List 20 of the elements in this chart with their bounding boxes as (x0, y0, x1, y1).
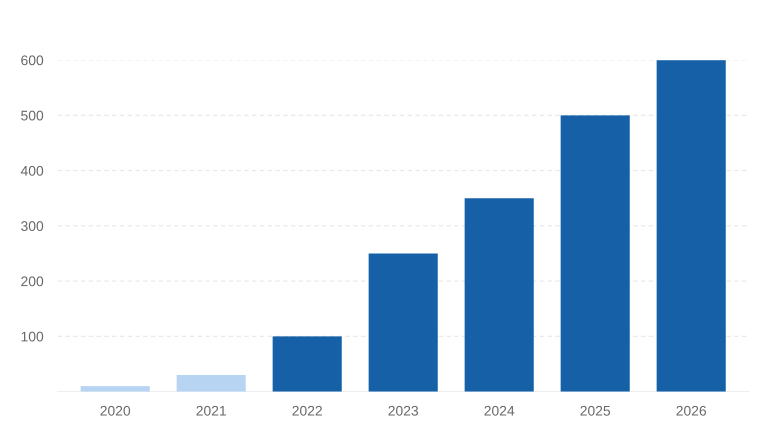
bar (80, 386, 150, 392)
bar (272, 336, 342, 392)
x-tick-label: 2026 (676, 406, 706, 416)
y-tick-label: 400 (20, 166, 44, 176)
y-tick-label: 600 (21, 55, 44, 66)
y-tick-label: 300 (21, 221, 44, 232)
x-tick-label: 2023 (388, 406, 418, 416)
bar (464, 198, 534, 392)
y-tick-label: 100 (22, 332, 44, 342)
x-tick-label: 2024 (484, 406, 514, 416)
x-tick-label: 2025 (580, 406, 610, 416)
bar (560, 115, 630, 392)
x-tick-label: 2022 (292, 406, 322, 416)
bar (176, 375, 246, 392)
bar (656, 60, 726, 392)
y-tick-label: 500 (21, 110, 44, 120)
bar (368, 253, 438, 392)
y-tick-label: 200 (21, 276, 44, 286)
x-tick-label: 2020 (100, 406, 130, 416)
x-tick-label: 2021 (196, 406, 226, 416)
